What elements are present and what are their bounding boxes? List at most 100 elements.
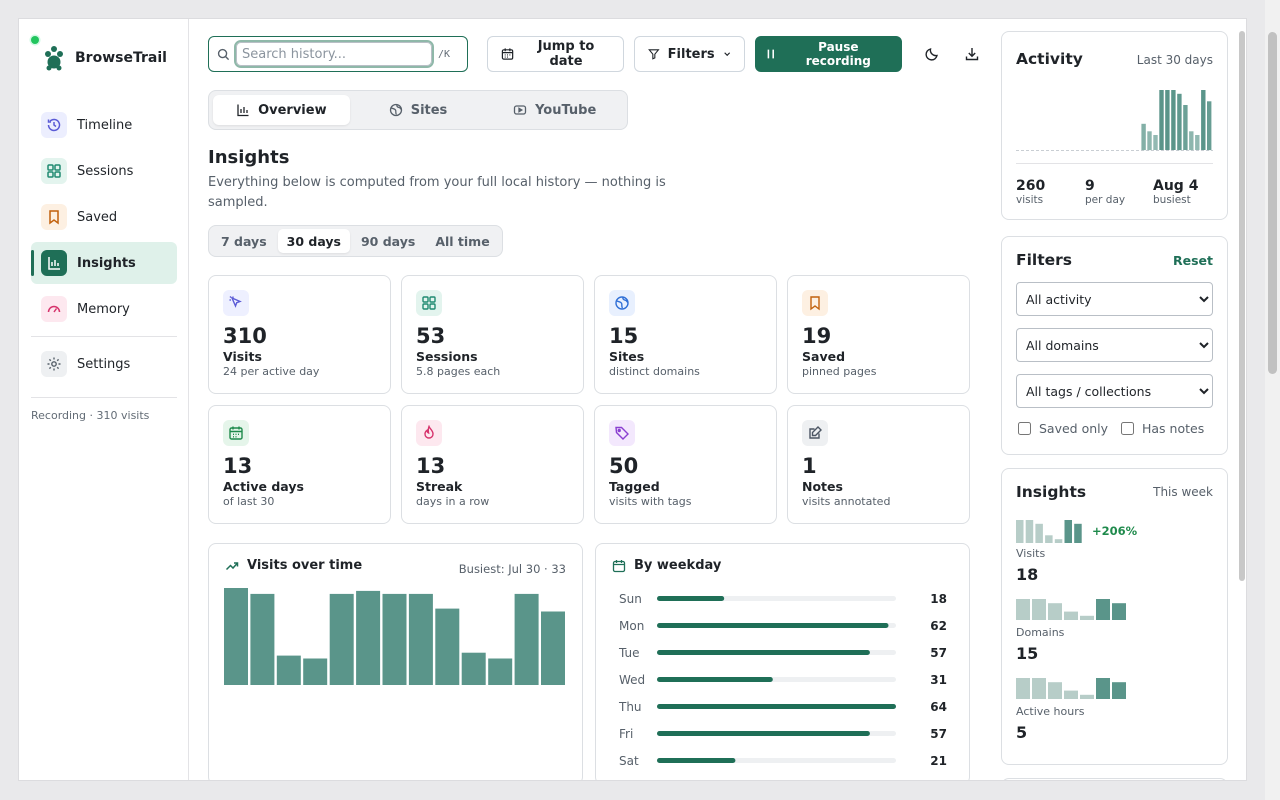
activity-stat: 9 per day: [1085, 178, 1153, 206]
visits-bar[interactable]: [461, 652, 486, 685]
visits-bar[interactable]: [224, 588, 248, 685]
activity-bar[interactable]: [1141, 123, 1146, 151]
weekday-label: Sat: [619, 754, 639, 768]
has-notes-checkbox[interactable]: Has notes: [1121, 421, 1204, 436]
recording-indicator: [31, 36, 39, 44]
panel-scrollbar[interactable]: [1239, 31, 1245, 581]
sidebar-item-timeline[interactable]: Timeline: [31, 104, 177, 146]
visits-bar[interactable]: [356, 590, 381, 685]
moon-icon: [925, 48, 938, 61]
visits-bar[interactable]: [303, 658, 328, 686]
mini-bar: [1016, 520, 1024, 543]
filters-button[interactable]: Filters: [634, 36, 745, 72]
tab-sites[interactable]: Sites: [350, 95, 487, 125]
mini-bar: [1016, 678, 1030, 699]
activity-bar[interactable]: [1165, 90, 1170, 150]
sidebar-item-saved[interactable]: Saved: [31, 196, 177, 238]
main-content: /K Jump to date Filters Pause recording: [190, 19, 989, 780]
jump-to-date-button[interactable]: Jump to date: [487, 36, 624, 72]
brand[interactable]: BrowseTrail: [43, 45, 167, 71]
stat-sub: visits with tags: [609, 495, 692, 508]
activity-bar[interactable]: [1147, 131, 1152, 151]
range-7-days[interactable]: 7 days: [221, 233, 267, 249]
range-30-days[interactable]: 30 days: [277, 229, 350, 253]
reset-button[interactable]: Reset: [1173, 253, 1213, 268]
gear-icon: [41, 351, 67, 377]
stat-card-notes: 1 Notes visits annotated: [787, 405, 970, 524]
visits-bar[interactable]: [488, 658, 513, 686]
activity-bar[interactable]: [1189, 131, 1194, 151]
activity-bar[interactable]: [1153, 135, 1158, 150]
saved-only-checkbox[interactable]: Saved only: [1018, 421, 1108, 436]
visits-over-time-card: Visits over time Busiest: Jul 30 · 33: [208, 543, 583, 780]
weekday-bar[interactable]: [657, 596, 725, 601]
search-input[interactable]: [234, 40, 434, 68]
trending-up-icon: [225, 561, 239, 570]
visits-bar[interactable]: [250, 593, 275, 685]
mini-bar: [1064, 611, 1078, 620]
sidebar-item-sessions[interactable]: Sessions: [31, 150, 177, 192]
saved-only-input[interactable]: [1018, 422, 1031, 435]
weekday-label: Fri: [619, 727, 633, 741]
tab-label: Overview: [258, 102, 327, 118]
activity-bar[interactable]: [1177, 93, 1182, 151]
paw-logo-icon: [45, 46, 63, 71]
stat-label: Saved: [802, 349, 846, 364]
sidebar-item-memory[interactable]: Memory: [31, 288, 177, 330]
visits-bar[interactable]: [541, 611, 565, 686]
stat-sub: of last 30: [223, 495, 275, 508]
activity-stats: 260 visits 9 per day Aug 4 busiest: [1016, 178, 1198, 206]
mini-bar: [1112, 682, 1126, 699]
pause-icon: [767, 49, 774, 59]
insights-panel-title: Insights: [1016, 483, 1087, 501]
visits-change: +206%: [1092, 524, 1138, 538]
weekday-bar[interactable]: [657, 650, 870, 655]
weekday-bar[interactable]: [657, 704, 896, 709]
export-button[interactable]: [954, 36, 989, 72]
play-icon: [513, 105, 527, 115]
activity-stat: Aug 4 busiest: [1153, 178, 1198, 206]
visits-bar[interactable]: [435, 608, 460, 685]
weekday-bar[interactable]: [657, 623, 889, 628]
sidebar-item-insights[interactable]: Insights: [31, 242, 177, 284]
has-notes-input[interactable]: [1121, 422, 1134, 435]
visits-bar[interactable]: [329, 593, 354, 685]
stat-value: 9: [1085, 178, 1095, 194]
visits-bar[interactable]: [514, 593, 539, 685]
visits-bar[interactable]: [276, 655, 301, 685]
weekday-bar[interactable]: [657, 677, 773, 682]
calendar-icon: [223, 420, 249, 446]
tab-youtube[interactable]: YouTube: [486, 95, 623, 125]
scrollbar-thumb[interactable]: [1268, 32, 1277, 374]
tag-select[interactable]: All tags / collections: [1016, 374, 1213, 408]
stat-label: Sites: [609, 349, 645, 364]
range-all-time[interactable]: All time: [435, 233, 490, 249]
pause-recording-button[interactable]: Pause recording: [755, 36, 902, 72]
mini-bar: [1032, 678, 1046, 699]
activity-bar[interactable]: [1207, 101, 1212, 151]
activity-bar[interactable]: [1201, 90, 1206, 150]
tab-overview[interactable]: Overview: [213, 95, 350, 125]
weekday-bar[interactable]: [657, 758, 736, 763]
activity-bar[interactable]: [1171, 90, 1176, 150]
weekday-value: 18: [930, 592, 947, 606]
activity-bar[interactable]: [1195, 135, 1200, 150]
stat-value: 15: [609, 324, 639, 348]
sidebar-item-settings[interactable]: Settings: [31, 343, 177, 385]
page-title: Insights: [208, 147, 290, 168]
mini-bar: [1048, 603, 1062, 620]
weekday-bar[interactable]: [657, 731, 870, 736]
activity-bar[interactable]: [1183, 105, 1188, 150]
page-scrollbar[interactable]: [1265, 0, 1280, 800]
activity-bar[interactable]: [1159, 90, 1164, 150]
mini-bar: [1080, 694, 1094, 699]
range-90-days[interactable]: 90 days: [360, 233, 416, 249]
metric-label: Domains: [1016, 626, 1065, 639]
theme-toggle-button[interactable]: [914, 36, 950, 72]
globe-icon: [609, 290, 635, 316]
visits-bar[interactable]: [408, 593, 433, 685]
grid-icon: [416, 290, 442, 316]
activity-select[interactable]: All activity: [1016, 282, 1213, 316]
domain-select[interactable]: All domains: [1016, 328, 1213, 362]
visits-bar[interactable]: [382, 593, 407, 685]
